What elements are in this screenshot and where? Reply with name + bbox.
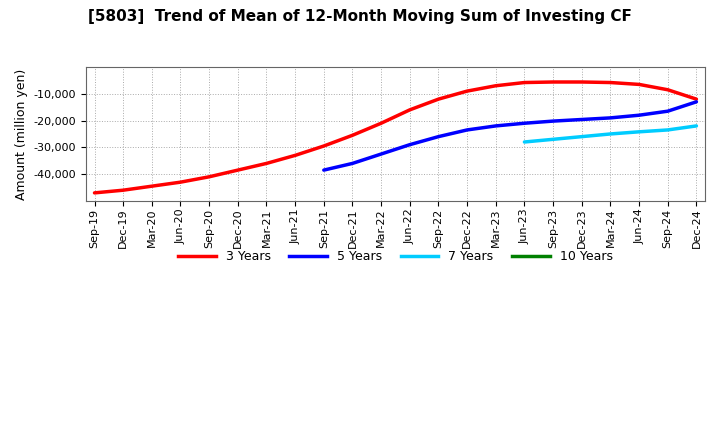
Legend: 3 Years, 5 Years, 7 Years, 10 Years: 3 Years, 5 Years, 7 Years, 10 Years <box>174 246 618 268</box>
Text: [5803]  Trend of Mean of 12-Month Moving Sum of Investing CF: [5803] Trend of Mean of 12-Month Moving … <box>88 9 632 24</box>
Y-axis label: Amount (million yen): Amount (million yen) <box>15 68 28 200</box>
